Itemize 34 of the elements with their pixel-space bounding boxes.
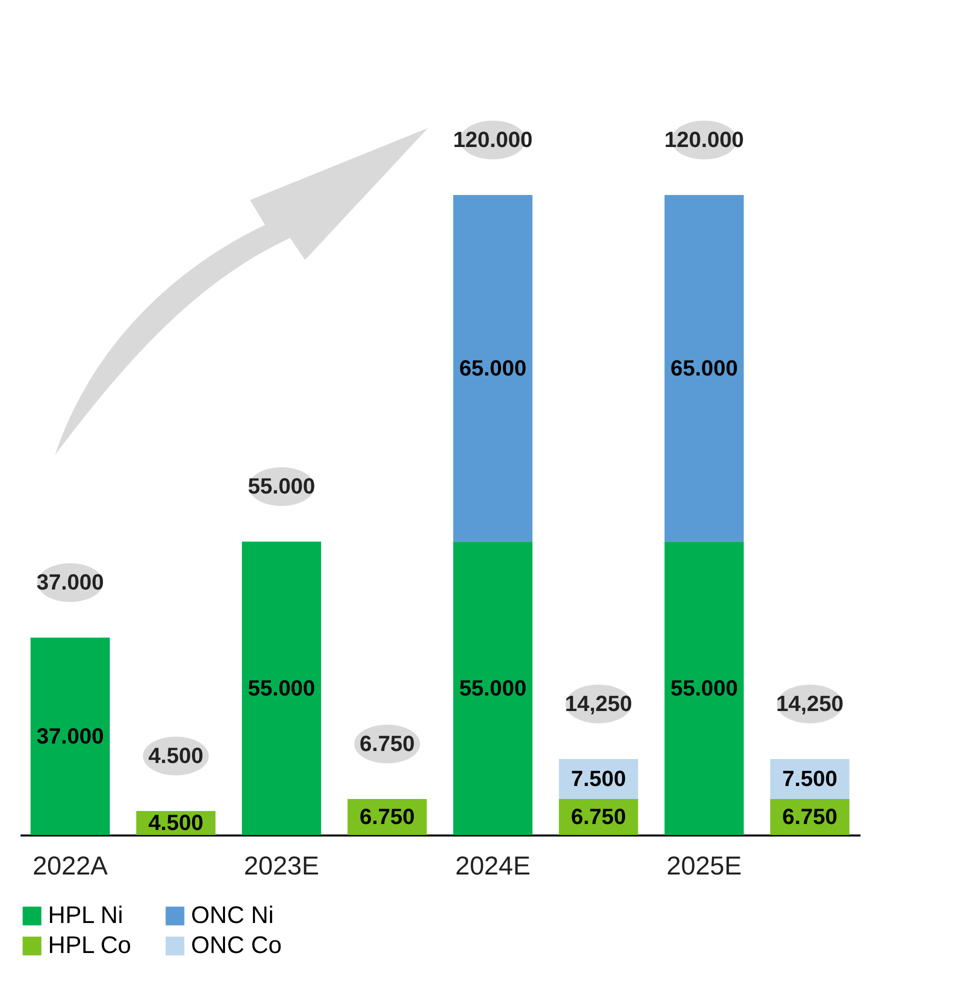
- data-label: 65.000: [670, 355, 738, 380]
- bar: [453, 195, 532, 542]
- total-label: 120.000: [453, 127, 533, 152]
- data-label: 6.750: [360, 804, 415, 829]
- legend-label: HPL Ni: [48, 902, 124, 929]
- bar: [30, 638, 110, 835]
- total-label: 55.000: [248, 474, 316, 499]
- bar: [453, 542, 532, 835]
- bar: [664, 195, 744, 542]
- data-label: 4.500: [148, 810, 204, 835]
- total-label: 4.500: [148, 743, 204, 768]
- data-label: 7.500: [570, 766, 626, 791]
- bar: [664, 542, 744, 835]
- data-label: 37.000: [36, 723, 104, 748]
- legend-label: ONC Ni: [191, 902, 274, 929]
- data-label: 65.000: [459, 355, 526, 380]
- data-label: 55.000: [248, 675, 316, 700]
- total-label: 14,250: [776, 691, 844, 716]
- total-label: 14,250: [564, 691, 632, 716]
- data-label: 6.750: [782, 804, 838, 829]
- data-label: 55.000: [670, 675, 738, 700]
- legend-label: HPL Co: [48, 932, 132, 959]
- x-tick-label: 2024E: [455, 850, 530, 880]
- total-label: 6.750: [360, 731, 415, 756]
- data-label: 7.500: [782, 766, 838, 791]
- data-label: 55.000: [459, 675, 526, 700]
- x-tick-label: 2022A: [32, 850, 108, 880]
- legend-label: ONC Co: [191, 932, 282, 959]
- total-label: 120.000: [664, 127, 744, 152]
- bar: [242, 542, 322, 835]
- x-tick-label: 2023E: [244, 850, 320, 880]
- data-label: 6.750: [570, 804, 626, 829]
- x-tick-label: 2025E: [666, 850, 742, 880]
- total-label: 37.000: [36, 570, 104, 595]
